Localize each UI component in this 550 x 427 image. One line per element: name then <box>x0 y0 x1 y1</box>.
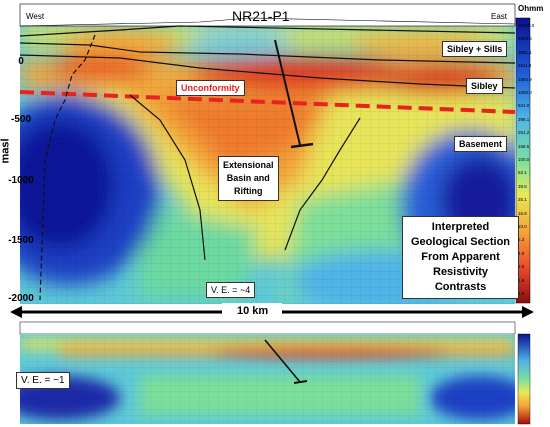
borehole-label: NR21-P1 <box>232 8 290 24</box>
scale-bar-label: 10 km <box>237 305 269 317</box>
legend-value: 251.2 <box>518 130 530 136</box>
legend-unit: Ohmm <box>518 4 544 13</box>
label-sibley-sills: Sibley + Sills <box>442 41 508 57</box>
legend-value: 1.0 <box>518 291 525 296</box>
legend-value: 10.0 <box>518 224 527 229</box>
label-basin: Extensional Basin and Rifting <box>218 156 279 201</box>
label-ve-lower: V. E. = ~1 <box>16 372 70 389</box>
label-sibley: Sibley <box>466 78 503 94</box>
legend-value: 63.1 <box>518 170 527 176</box>
legend-value: 10000.0 <box>518 23 535 28</box>
legend-value: 2511.9 <box>518 63 532 69</box>
legend-value: 100.0 <box>518 157 530 162</box>
west-label: West <box>22 10 49 23</box>
legend-value: 398.1 <box>518 116 530 122</box>
y-tick-minus2000: -2000 <box>8 293 34 304</box>
y-tick-minus500: -500 <box>10 114 31 125</box>
label-interpretation: Interpreted Geological Section From Appa… <box>402 216 520 299</box>
label-unconformity: Unconformity <box>176 80 245 96</box>
legend-value: 3981.1 <box>518 49 532 55</box>
east-label: East <box>487 10 512 23</box>
legend-value: 158.5 <box>518 143 530 149</box>
legend-value: 6.3 <box>518 237 525 243</box>
y-tick-minus1000: -1000 <box>8 175 34 186</box>
label-ve-upper: V. E. = ~4 <box>206 282 256 298</box>
label-basement: Basement <box>454 136 508 152</box>
legend-value: 1.6 <box>518 277 525 283</box>
y-tick-minus1500: -1500 <box>8 235 34 246</box>
legend-value: 631.0 <box>518 103 530 109</box>
legend-value: 1584.9 <box>518 76 532 82</box>
legend-value: 4.0 <box>518 250 525 256</box>
legend-value: 1000.0 <box>518 90 532 95</box>
y-axis-label: masl <box>0 138 12 164</box>
scale-bar <box>10 303 534 321</box>
legend-value: 6309.6 <box>518 36 532 42</box>
upper-section-plot <box>19 3 531 304</box>
legend-value: 2.5 <box>518 264 525 270</box>
legend-value: 15.8 <box>518 210 527 216</box>
lower-section-plot <box>19 321 531 425</box>
y-tick-0: 0 <box>18 56 24 67</box>
legend-value: 39.8 <box>518 183 527 189</box>
legend-value: 25.1 <box>518 197 527 203</box>
